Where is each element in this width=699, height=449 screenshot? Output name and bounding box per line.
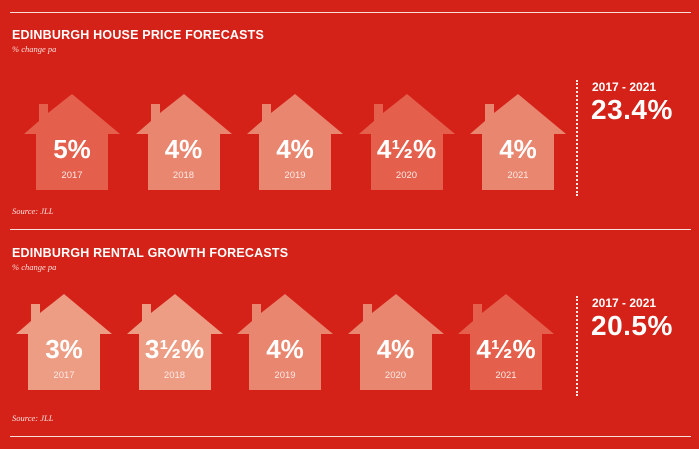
house-shape-2019 [247, 94, 343, 190]
house-year-label: 2021 [507, 170, 529, 181]
house-shape-2020 [347, 294, 444, 390]
house-2020: 4½% 2020 [358, 94, 455, 190]
house-2019: 4% 2019 [247, 94, 343, 190]
house-value-label: 4½% [476, 334, 536, 364]
house-2021: 4% 2021 [470, 94, 566, 190]
house-year-label: 2017 [61, 170, 83, 181]
house-price-source: Source: JLL [12, 206, 54, 216]
house-body-2017 [24, 94, 120, 190]
house-body-2021 [458, 294, 554, 390]
house-shape-2017 [24, 94, 120, 190]
house-2017: 3% 2017 [16, 294, 112, 390]
house-year-label: 2019 [284, 170, 306, 181]
rental-total-label: 2017 - 2021 [592, 296, 657, 310]
house-price-total-label: 2017 - 2021 [592, 80, 657, 94]
house-2019: 4% 2019 [237, 294, 333, 390]
house-year-label: 2020 [395, 170, 418, 181]
house-price-subtitle: % change pa [12, 44, 57, 54]
house-2017: 5% 2017 [24, 94, 120, 190]
house-value-label: 5% [53, 134, 91, 164]
house-2018: 4% 2018 [135, 94, 232, 190]
house-year-label: 2021 [495, 370, 517, 381]
house-value-label: 4% [376, 334, 415, 364]
house-value-label: 3½% [144, 334, 205, 364]
house-body-2018 [135, 94, 232, 190]
house-year-label: 2020 [384, 370, 407, 381]
house-price-title: EDINBURGH HOUSE PRICE FORECASTS [12, 28, 265, 42]
top-divider [10, 12, 691, 13]
house-price-divider [576, 80, 578, 196]
rental-divider [576, 296, 578, 396]
house-2018: 3½% 2018 [126, 294, 223, 390]
house-value-label: 4½% [376, 134, 437, 164]
house-shape-2019 [237, 294, 333, 390]
rental-source: Source: JLL [12, 413, 54, 423]
house-body-2020 [347, 294, 444, 390]
house-shape-2021 [470, 94, 566, 190]
house-shape-2020 [358, 94, 455, 190]
rental-total-value: 20.5% [591, 310, 673, 341]
rental-title: EDINBURGH RENTAL GROWTH FORECASTS [12, 246, 289, 260]
house-body-2021 [470, 94, 566, 190]
house-body-2019 [237, 294, 333, 390]
house-value-label: 4% [266, 334, 304, 364]
house-shape-2018 [135, 94, 232, 190]
bottom-divider [10, 436, 691, 437]
house-2020: 4% 2020 [347, 294, 444, 390]
house-body-2020 [358, 94, 455, 190]
house-year-label: 2019 [274, 370, 296, 381]
house-year-label: 2018 [172, 170, 195, 181]
house-2021: 4½% 2021 [458, 294, 554, 390]
house-body-2017 [16, 294, 112, 390]
house-value-label: 4% [276, 134, 314, 164]
house-shape-2021 [458, 294, 554, 390]
house-price-total-value: 23.4% [591, 94, 673, 125]
house-shape-2018 [126, 294, 223, 390]
rental-subtitle: % change pa [12, 262, 57, 272]
house-value-label: 4% [499, 134, 537, 164]
house-body-2019 [247, 94, 343, 190]
middle-divider [10, 229, 691, 230]
house-body-2018 [126, 294, 223, 390]
house-year-label: 2018 [163, 370, 186, 381]
house-value-label: 4% [164, 134, 203, 164]
house-shape-2017 [16, 294, 112, 390]
house-value-label: 3% [45, 334, 83, 364]
house-year-label: 2017 [53, 370, 75, 381]
